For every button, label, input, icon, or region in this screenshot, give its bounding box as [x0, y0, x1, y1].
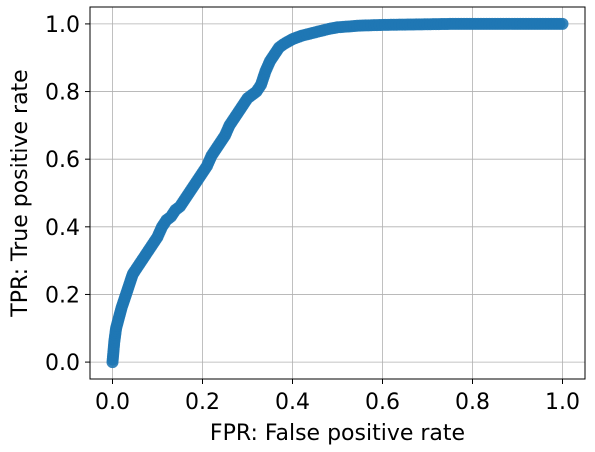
x-tick-label: 1.0	[545, 390, 580, 415]
x-tick-label: 0.6	[365, 390, 400, 415]
y-tick-label: 0.8	[45, 81, 80, 106]
y-tick-label: 0.6	[45, 148, 80, 173]
data-points	[106, 17, 569, 369]
x-tick-label: 0.2	[185, 390, 220, 415]
y-tick-label: 0.0	[45, 351, 80, 376]
y-axis-label: TPR: True positive rate	[8, 69, 33, 317]
ticks: 0.0 0.2 0.4 0.6 0.8 1.0 0.0 0.2 0.4 0.6 0.8 1.0	[45, 13, 580, 415]
x-tick-label: 0.8	[455, 390, 490, 415]
x-tick-label: 0.4	[275, 390, 310, 415]
y-tick-label: 0.4	[45, 216, 80, 241]
data-point	[556, 17, 569, 30]
grid	[90, 7, 585, 379]
x-axis-label: FPR: False positive rate	[210, 421, 465, 446]
y-tick-label: 1.0	[45, 13, 80, 38]
x-tick-label: 0.0	[95, 390, 130, 415]
y-tick-label: 0.2	[45, 283, 80, 308]
plot-frame	[89, 6, 586, 380]
